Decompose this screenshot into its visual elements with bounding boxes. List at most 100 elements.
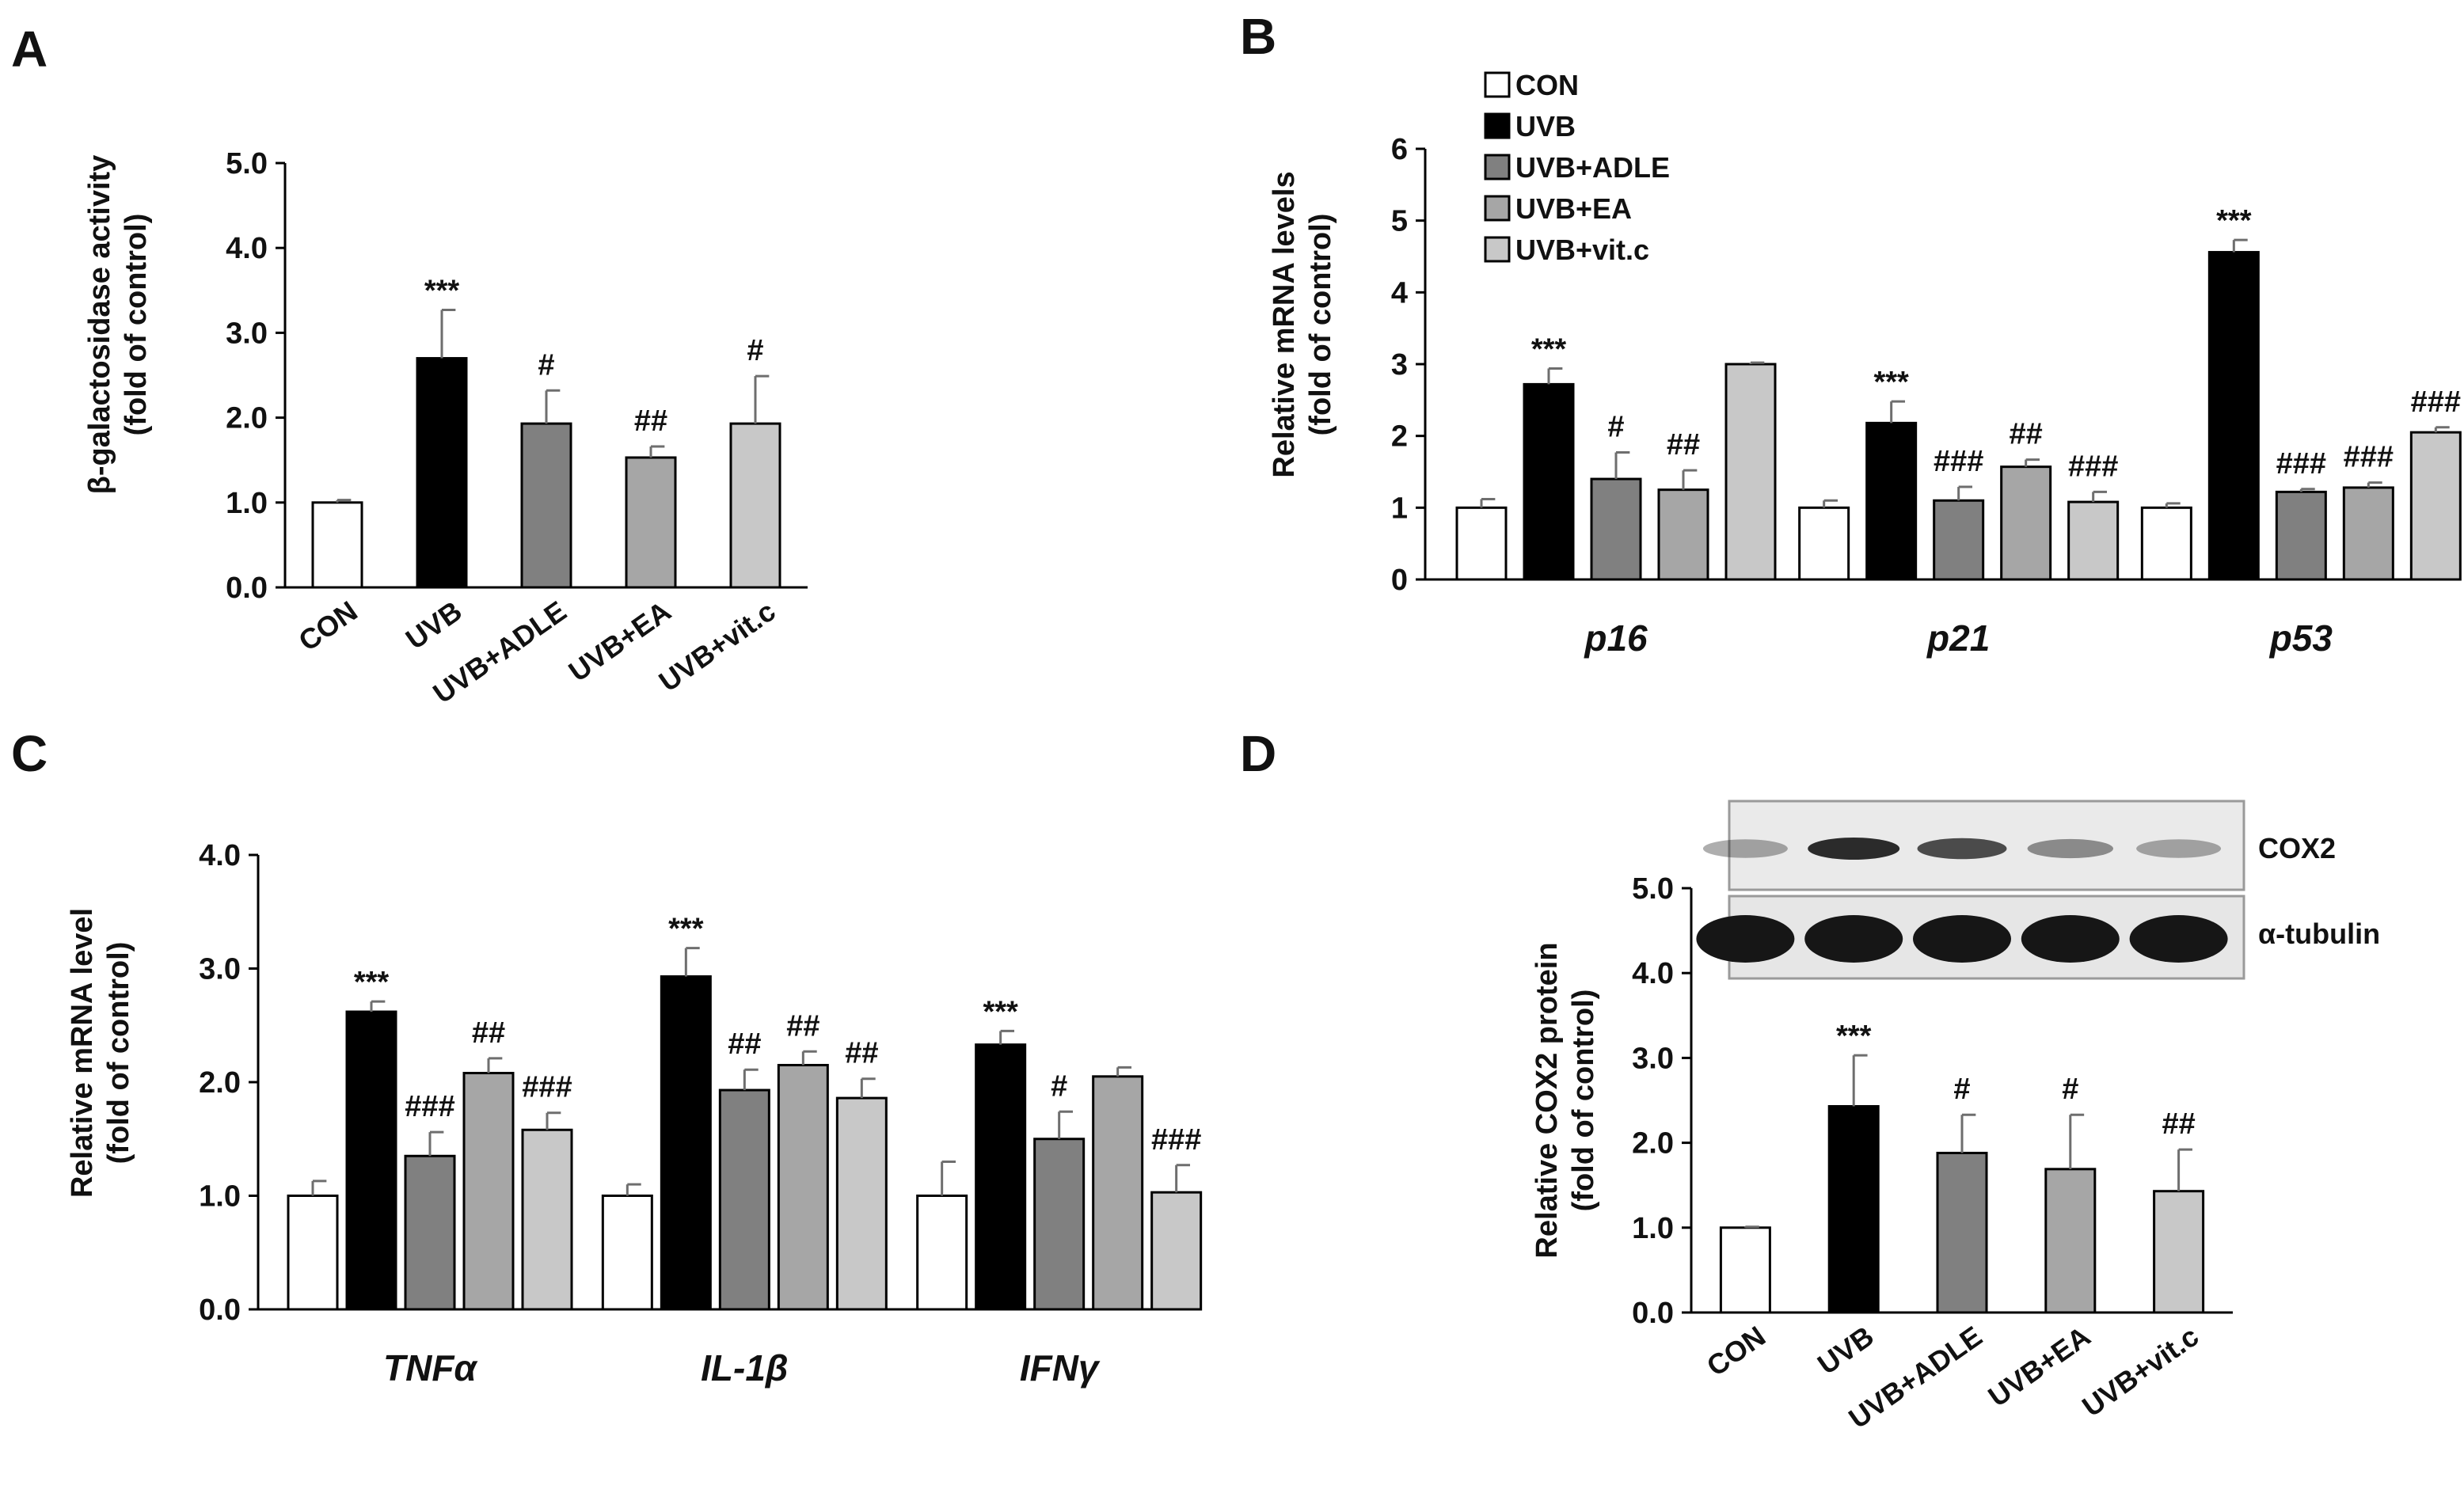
panel-a-bar — [520, 422, 572, 589]
panel-b-significance: ### — [1934, 445, 1983, 478]
panel-d-y-tick-label: 1.0 — [1632, 1212, 1674, 1245]
panel-d-bar — [1936, 1151, 1988, 1314]
panel-b-significance: ### — [2068, 450, 2118, 483]
panel-c-y-tick-label: 2.0 — [199, 1066, 241, 1100]
panel-b-bar — [2409, 431, 2462, 581]
panel-a-significance: # — [747, 334, 763, 367]
panel-c-bar — [975, 1043, 1027, 1311]
blot-band-tubulin — [1804, 915, 1903, 963]
panel-letter-a: A — [11, 21, 48, 78]
panel-b-bar — [2275, 490, 2327, 581]
panel-d-y-tick-label: 4.0 — [1632, 957, 1674, 990]
panel-c-significance: ## — [472, 1016, 505, 1050]
panel-a-bar — [729, 422, 781, 589]
panel-a-y-tick-label: 0.0 — [226, 572, 268, 605]
panel-d-y-tick-label: 2.0 — [1632, 1127, 1674, 1161]
panel-a-chart: β-galactosidase activity (fold of contro… — [83, 147, 808, 709]
panel-d-significance: *** — [1836, 1020, 1872, 1053]
panel-c-significance: *** — [354, 966, 390, 999]
panel-b-significance: *** — [1531, 332, 1567, 366]
blot-label-tubulin: α-tubulin — [2258, 917, 2380, 950]
panel-a-y-tick-label: 2.0 — [226, 402, 268, 435]
blot-label-cox2: COX2 — [2258, 832, 2336, 864]
panel-b-significance: ## — [2010, 418, 2043, 451]
panel-c-significance: *** — [668, 913, 704, 946]
panel-d-y-label-line1: Relative COX2 protein — [1530, 942, 1564, 1258]
blot-band-tubulin — [2129, 915, 2228, 963]
panel-b-bar — [2342, 486, 2394, 581]
panel-d-category-label: CON — [1701, 1320, 1771, 1382]
panel-c-group-label: IFNγ — [1020, 1347, 1101, 1389]
panel-a-bar — [311, 501, 363, 589]
panel-c-significance: *** — [983, 995, 1018, 1028]
panel-a-category-label: UVB — [400, 595, 468, 655]
panel-d-category-label: UVB — [1812, 1320, 1880, 1381]
panel-c-significance: ### — [522, 1071, 572, 1104]
panel-b-legend-swatch — [1484, 112, 1511, 139]
panel-d-y-axis-label: Relative COX2 protein (fold of control) — [1530, 942, 1600, 1258]
blot-band-cox2 — [2027, 838, 2113, 859]
panel-b-y-tick-label: 6 — [1391, 133, 1408, 166]
panel-b-bar — [1657, 488, 1709, 581]
panel-b-bar — [2000, 465, 2052, 581]
panel-b-significance: *** — [1873, 366, 1909, 399]
panel-a-y-label-line2: (fold of control) — [120, 214, 153, 436]
panel-c-y-tick-label: 4.0 — [199, 839, 241, 872]
panel-letter-b: B — [1240, 8, 1276, 65]
panel-c-chart: Relative mRNA level (fold of control) 0.… — [66, 839, 1203, 1389]
panel-b-bar — [1523, 382, 1575, 581]
blot-band-tubulin — [1696, 915, 1795, 963]
panel-c-y-label-line1: Relative mRNA level — [66, 908, 99, 1198]
panel-c-significance: # — [1051, 1069, 1067, 1103]
panel-c-y-tick-label: 1.0 — [199, 1180, 241, 1214]
panel-c-y-tick-label: 3.0 — [199, 953, 241, 986]
panel-c-significance: ## — [786, 1009, 819, 1043]
panel-d-significance: ## — [2162, 1107, 2195, 1141]
panel-b-legend-swatch — [1484, 236, 1511, 263]
panel-d-y-label-line2: (fold of control) — [1567, 990, 1600, 1212]
panel-c-significance: ## — [728, 1028, 761, 1061]
panel-c-bar — [601, 1195, 653, 1311]
panel-c-significance: ## — [845, 1037, 878, 1070]
panel-c-bar — [287, 1195, 339, 1311]
panel-b-y-axis-label: Relative mRNA levels (fold of control) — [1268, 171, 1337, 477]
panel-c-bar — [1092, 1075, 1144, 1311]
panel-c-bar — [660, 975, 712, 1311]
panel-b-significance: ## — [1667, 428, 1700, 462]
panel-b-bar — [1724, 363, 1777, 581]
panel-b-legend-label: CON — [1515, 69, 1579, 101]
panel-d-y-tick-label: 5.0 — [1632, 872, 1674, 906]
panel-c-bar — [835, 1096, 888, 1311]
panel-b-y-tick-label: 4 — [1391, 276, 1408, 310]
panel-b-bar — [1933, 499, 1985, 581]
panel-a-significance: *** — [424, 274, 460, 307]
panel-b-bar — [1590, 477, 1642, 581]
panel-a-category-label: UVB+vit.c — [653, 595, 781, 698]
panel-b-group-label: p53 — [2268, 617, 2333, 659]
panel-d-significance: # — [1953, 1073, 1970, 1106]
panel-c-bar — [521, 1128, 573, 1311]
panel-d-category-label: UVB+vit.c — [2076, 1320, 2204, 1423]
panel-d-bar — [2153, 1190, 2205, 1314]
panel-c-bar — [1033, 1138, 1086, 1311]
panel-a-bar — [625, 456, 677, 589]
panel-a-significance: ## — [634, 405, 667, 438]
panel-b-bar — [2140, 506, 2192, 581]
blot-band-cox2 — [1702, 839, 1788, 858]
panel-b-group-label: p21 — [1926, 617, 1990, 659]
panel-b-legend-swatch — [1484, 195, 1511, 222]
panel-c-y-tick-label: 0.0 — [199, 1294, 241, 1327]
panel-b-legend-swatch — [1484, 71, 1511, 98]
panel-d-bar — [2044, 1168, 2097, 1314]
panel-b-bar — [2207, 251, 2260, 581]
panel-a-significance: # — [538, 348, 554, 382]
panel-a-y-tick-label: 5.0 — [226, 147, 268, 180]
panel-d-significance: # — [2062, 1073, 2078, 1106]
panel-d-y-tick-label: 0.0 — [1632, 1297, 1674, 1330]
panel-a-category-label: CON — [293, 595, 363, 657]
panel-b-bar — [2067, 500, 2120, 581]
panel-a-y-tick-label: 1.0 — [226, 487, 268, 520]
panel-b-y-tick-label: 2 — [1391, 420, 1408, 454]
panel-b-significance: ### — [2344, 441, 2394, 474]
